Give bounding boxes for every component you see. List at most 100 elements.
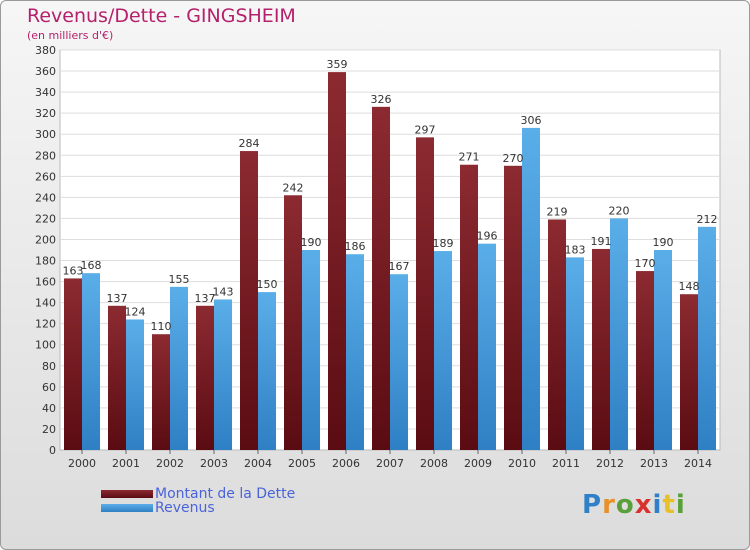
legend-swatch-debt [101,490,153,498]
y-tick-label: 360 [35,65,56,78]
debt-bar-label: 270 [503,152,524,165]
legend-label-debt: Montant de la Dette [155,486,296,502]
revenus-bar [126,319,144,450]
revenus-bar-label: 167 [389,260,410,273]
debt-bar [152,334,170,450]
debt-bar-label: 170 [635,257,656,270]
debt-bar [592,248,610,450]
debt-bar [460,164,478,450]
x-tick-label: 2009 [464,457,492,470]
revenus-bar [302,250,320,450]
debt-bar-label: 110 [151,320,172,333]
x-tick-label: 2014 [684,457,712,470]
y-tick-label: 240 [35,191,56,204]
y-tick-label: 220 [35,212,56,225]
debt-bar-label: 284 [239,137,260,150]
debt-bar [240,151,258,451]
revenus-bar [698,226,716,450]
y-tick-label: 320 [35,107,56,120]
y-tick-label: 200 [35,233,56,246]
debt-bar-label: 242 [283,181,304,194]
revenus-bar-label: 168 [81,259,102,272]
revenus-bar-label: 212 [697,213,718,226]
revenus-bar-label: 183 [565,243,586,256]
revenus-bar-label: 155 [169,273,190,286]
revenus-bar-label: 186 [345,240,366,253]
y-tick-label: 180 [35,255,56,268]
debt-bar [64,278,82,450]
revenus-bar-label: 196 [477,230,498,243]
debt-bar-label: 271 [459,151,480,164]
revenus-bar-label: 190 [653,236,674,249]
revenus-bar-label: 143 [213,285,234,298]
x-tick-label: 2012 [596,457,624,470]
revenus-bar-label: 150 [257,278,278,291]
debt-bar-label: 359 [327,58,348,71]
y-tick-label: 100 [35,339,56,352]
debt-bar [416,137,434,451]
x-tick-label: 2007 [376,457,404,470]
revenus-bar [434,251,452,450]
y-tick-label: 340 [35,86,56,99]
y-tick-label: 40 [42,402,56,415]
x-tick-label: 2001 [112,457,140,470]
x-tick-label: 2004 [244,457,272,470]
y-tick-label: 300 [35,128,56,141]
y-tick-label: 20 [42,423,56,436]
y-tick-label: 280 [35,149,56,162]
chart-subtitle: (en milliers d'€) [27,29,114,42]
x-tick-label: 2011 [552,457,580,470]
debt-bar [108,305,126,450]
debt-bar-label: 297 [415,123,436,136]
y-tick-label: 120 [35,318,56,331]
x-tick-label: 2006 [332,457,360,470]
debt-bar-label: 163 [63,264,84,277]
x-tick-label: 2010 [508,457,536,470]
debt-bar [548,219,566,450]
revenus-bar-label: 220 [609,204,630,217]
revenus-bar [170,286,188,450]
y-tick-label: 380 [35,44,56,57]
revenus-bar [390,274,408,450]
x-tick-label: 2003 [200,457,228,470]
x-tick-label: 2005 [288,457,316,470]
debt-bar [284,195,302,450]
revenus-bar [258,292,276,450]
legend-swatch-revenus [101,504,153,512]
debt-bar-label: 137 [107,292,128,305]
revenus-bar [82,273,100,450]
revenus-bar [522,127,540,450]
x-tick-label: 2000 [68,457,96,470]
debt-bar [680,294,698,450]
debt-bar-label: 219 [547,205,568,218]
proxiti-logo: Proxiti [582,490,686,520]
revenus-bar-label: 189 [433,237,454,250]
debt-bar [636,271,654,450]
y-tick-label: 60 [42,381,56,394]
revenus-bar [654,250,672,450]
x-tick-label: 2002 [156,457,184,470]
y-tick-label: 160 [35,276,56,289]
y-tick-label: 0 [49,444,56,457]
debt-bar-label: 191 [591,235,612,248]
revenus-bar-label: 124 [125,305,146,318]
revenus-bar [346,254,364,450]
debt-bar [504,165,522,450]
revenus-bar-label: 190 [301,236,322,249]
y-tick-label: 140 [35,297,56,310]
x-tick-label: 2008 [420,457,448,470]
debt-bar [328,72,346,451]
x-tick-label: 2013 [640,457,668,470]
chart-title: Revenus/Dette - GINGSHEIM [27,5,296,27]
debt-bar [196,305,214,450]
debt-bar [372,106,390,450]
debt-bar-label: 137 [195,292,216,305]
revenus-bar-label: 306 [521,114,542,127]
revenus-bar [478,243,496,450]
y-tick-label: 80 [42,360,56,373]
revenus-bar [214,299,232,450]
y-tick-label: 260 [35,170,56,183]
legend-label-revenus: Revenus [155,500,215,516]
debt-bar-label: 326 [371,93,392,106]
